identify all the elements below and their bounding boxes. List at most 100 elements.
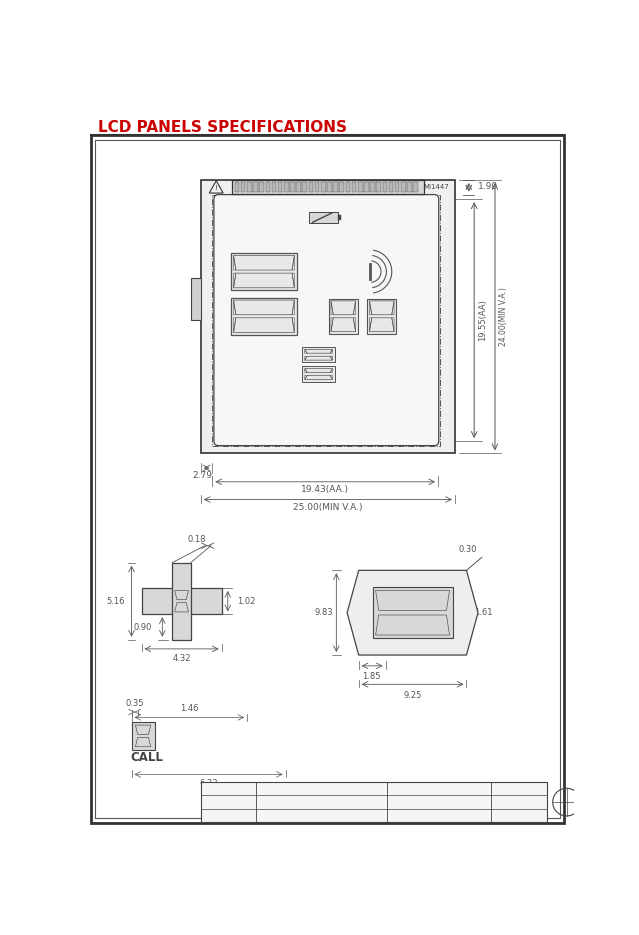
Text: |: | <box>180 597 183 606</box>
Bar <box>278 181 282 193</box>
Text: XYW: XYW <box>259 784 277 793</box>
Text: C: C <box>439 617 445 626</box>
Text: BABY: BABY <box>240 351 270 361</box>
Text: ⚿: ⚿ <box>351 212 358 223</box>
Bar <box>334 181 338 193</box>
Bar <box>315 181 320 193</box>
Bar <box>327 181 332 193</box>
Text: 客户编号：  嘉音（KED-LC141）: 客户编号： 嘉音（KED-LC141） <box>259 798 348 807</box>
Text: 单位：  mm: 单位： mm <box>390 784 423 793</box>
Bar <box>290 181 295 193</box>
Bar <box>373 587 452 638</box>
Text: 25.00(MIN V.A.): 25.00(MIN V.A.) <box>293 503 362 511</box>
Text: 1.02: 1.02 <box>237 597 256 606</box>
Bar <box>247 181 252 193</box>
Bar <box>309 181 313 193</box>
Text: 1.90: 1.90 <box>478 182 498 192</box>
Bar <box>212 194 440 446</box>
Bar <box>201 782 548 822</box>
Text: A: A <box>410 591 415 600</box>
Bar <box>235 181 240 193</box>
Text: 页数：  3/4: 页数： 3/4 <box>394 811 424 820</box>
Text: 1.46: 1.46 <box>180 704 199 712</box>
Bar <box>302 367 335 381</box>
Text: VOL: VOL <box>374 351 397 361</box>
Polygon shape <box>347 570 478 655</box>
Bar <box>364 181 369 193</box>
Bar <box>383 181 387 193</box>
Text: 绘图编号：SDT-MI1447-HP-0: 绘图编号：SDT-MI1447-HP-0 <box>259 784 349 793</box>
Bar <box>389 181 394 193</box>
Text: 绘图：: 绘图： <box>204 784 218 793</box>
Bar <box>346 181 350 193</box>
Bar <box>253 181 258 193</box>
Bar <box>413 181 418 193</box>
Text: CALL: CALL <box>367 232 396 242</box>
Bar <box>370 181 375 193</box>
Text: 19.43(AA.): 19.43(AA.) <box>301 485 349 494</box>
Text: 0.18: 0.18 <box>188 535 206 544</box>
Bar <box>351 181 357 193</box>
Bar <box>231 297 296 335</box>
Bar <box>407 181 412 193</box>
Bar <box>284 181 289 193</box>
Bar <box>401 181 406 193</box>
Bar <box>321 181 325 193</box>
Bar <box>296 181 301 193</box>
Text: 客户编号：  嘉音（KED-LC141）: 客户编号： 嘉音（KED-LC141） <box>261 798 350 807</box>
Text: G: G <box>410 608 416 617</box>
Bar <box>328 298 358 334</box>
Text: F: F <box>381 599 386 608</box>
Bar <box>259 181 264 193</box>
Bar <box>302 347 335 363</box>
Text: PRI: PRI <box>312 232 332 242</box>
Text: VOX: VOX <box>374 361 397 371</box>
Bar <box>132 722 155 750</box>
Bar <box>376 181 381 193</box>
Bar <box>367 298 396 334</box>
Text: D: D <box>410 626 416 634</box>
Text: LCD PANELS SPECIFICATIONS: LCD PANELS SPECIFICATIONS <box>98 120 348 135</box>
Text: MEM: MEM <box>241 361 268 371</box>
Text: 6.23: 6.23 <box>199 779 218 788</box>
Text: 绘图编号：SDT-MI1447-HP-0: 绘图编号：SDT-MI1447-HP-0 <box>261 784 350 793</box>
Text: 4.32: 4.32 <box>173 654 191 663</box>
Text: 审核：: 审核： <box>204 798 218 807</box>
Bar <box>358 181 362 193</box>
Text: 单位：  mm: 单位： mm <box>394 784 427 793</box>
Text: 绘图：: 绘图： <box>204 784 218 793</box>
FancyBboxPatch shape <box>214 194 439 446</box>
Bar <box>191 278 201 320</box>
Text: !: ! <box>215 185 218 192</box>
Bar <box>173 563 191 640</box>
Text: SCAN: SCAN <box>244 232 276 242</box>
Text: 日期：2013.6.18: 日期：2013.6.18 <box>390 798 442 807</box>
Bar <box>141 588 222 614</box>
Bar <box>231 253 296 290</box>
Text: 图纸版号：    03: 图纸版号： 03 <box>259 811 302 820</box>
Text: 批准：: 批准： <box>204 811 218 820</box>
Text: XYW: XYW <box>236 784 253 793</box>
Text: B: B <box>439 599 445 608</box>
Text: MI1447: MI1447 <box>424 184 449 190</box>
Bar <box>309 212 338 223</box>
Bar <box>241 181 245 193</box>
Text: YXF: YXF <box>259 798 273 807</box>
Text: 5.16: 5.16 <box>107 597 125 606</box>
Text: YXF: YXF <box>236 798 250 807</box>
Text: 批准：: 批准： <box>204 811 218 820</box>
Bar <box>272 181 276 193</box>
Bar <box>339 181 344 193</box>
Text: 2.79: 2.79 <box>192 471 212 481</box>
Text: 1.61: 1.61 <box>474 608 493 617</box>
Text: 0.90: 0.90 <box>134 623 152 632</box>
Text: 24.00(MIN V.A.): 24.00(MIN V.A.) <box>499 287 508 346</box>
Text: 0.30: 0.30 <box>459 545 477 554</box>
Text: 日期：2013.6.18: 日期：2013.6.18 <box>394 798 445 807</box>
Text: 9.25: 9.25 <box>403 691 422 699</box>
Text: E: E <box>381 617 386 626</box>
Bar <box>265 181 270 193</box>
Text: 图纸版号：    03: 图纸版号： 03 <box>261 811 304 820</box>
Bar <box>395 181 399 193</box>
Text: 1: 1 <box>410 600 415 610</box>
